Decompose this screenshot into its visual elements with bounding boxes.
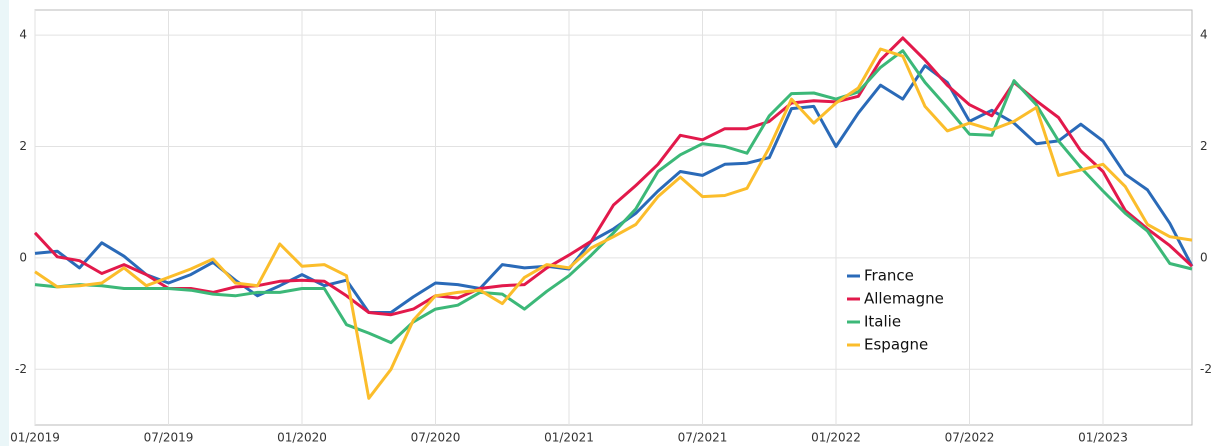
series-line [33, 36, 1194, 317]
x-tick-label: 01/2020 [277, 431, 327, 445]
x-tick-label: 07/2020 [411, 431, 461, 445]
y-tick-label: -2 [15, 362, 27, 376]
y2-tick-label: 2 [1200, 139, 1208, 153]
series-line [34, 49, 1193, 345]
x-tick-label: 01/2019 [10, 431, 60, 445]
side-strip [0, 0, 9, 446]
x-tick-label: 07/2022 [945, 431, 995, 445]
x-tick-label: 07/2019 [144, 431, 194, 445]
x-tick-label: 01/2023 [1078, 431, 1128, 445]
x-tick-label: 07/2021 [678, 431, 728, 445]
legend-label: Italie [864, 313, 901, 331]
legend-label: Espagne [864, 336, 928, 354]
y-tick-label: 2 [19, 139, 27, 153]
y2-tick-label: -2 [1200, 362, 1212, 376]
plot-frame [34, 9, 1193, 426]
legend: France Allemagne Italie Espagne [847, 267, 944, 354]
x-tick-label: 01/2021 [544, 431, 594, 445]
y2-tick-label: 4 [1200, 28, 1208, 42]
series-line [34, 64, 1194, 314]
x-tick-label: 01/2022 [811, 431, 861, 445]
y-tick-label: 0 [19, 250, 27, 264]
y2-tick-label: 0 [1200, 250, 1208, 264]
legend-label: France [864, 267, 914, 285]
series-line [34, 47, 1193, 400]
y-tick-label: 4 [19, 28, 27, 42]
legend-label: Allemagne [864, 290, 944, 308]
